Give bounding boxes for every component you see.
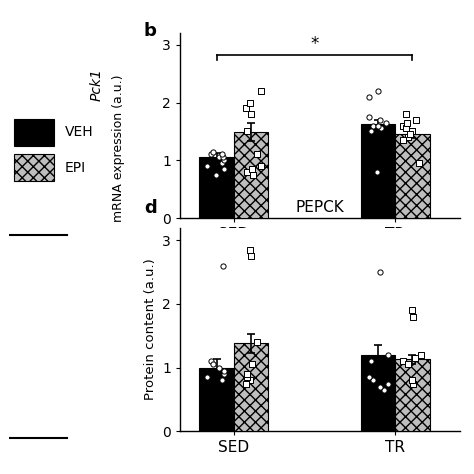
Point xyxy=(369,122,376,129)
Text: PEPCK: PEPCK xyxy=(296,201,344,215)
Point xyxy=(409,313,417,320)
Point xyxy=(409,380,417,387)
Point xyxy=(243,380,250,387)
Point xyxy=(209,148,217,155)
Point xyxy=(220,165,228,173)
Point xyxy=(212,171,220,179)
Text: *: * xyxy=(310,36,319,54)
Point xyxy=(409,307,416,314)
Point xyxy=(244,374,251,381)
Point xyxy=(218,159,226,167)
Bar xyxy=(200,368,234,431)
Point xyxy=(374,122,382,129)
Point xyxy=(365,113,373,121)
Text: mRNA expression (a.u.): mRNA expression (a.u.) xyxy=(112,74,125,221)
Point xyxy=(246,376,254,384)
Point xyxy=(246,246,254,254)
Point xyxy=(403,119,410,127)
Bar xyxy=(361,355,395,431)
Point xyxy=(400,357,407,365)
Point xyxy=(412,116,420,124)
Point xyxy=(377,125,384,132)
Point xyxy=(248,361,256,368)
Point xyxy=(406,130,414,138)
Point xyxy=(411,354,419,362)
Point xyxy=(247,252,255,260)
Point xyxy=(403,125,410,132)
Point xyxy=(399,136,407,144)
Point xyxy=(377,383,384,391)
Point xyxy=(219,262,227,270)
Point xyxy=(365,93,373,100)
Point xyxy=(244,128,251,135)
Point xyxy=(417,351,424,359)
Point xyxy=(408,376,416,384)
Point xyxy=(215,154,223,161)
Text: EPI: EPI xyxy=(64,161,86,175)
Point xyxy=(215,364,223,372)
Point xyxy=(243,168,251,176)
Point xyxy=(208,357,215,365)
Point xyxy=(383,119,390,127)
Point xyxy=(257,162,264,170)
Bar xyxy=(14,155,54,182)
Point xyxy=(399,122,407,129)
Point xyxy=(243,370,251,378)
Point xyxy=(384,380,392,387)
Point xyxy=(380,386,387,394)
Point xyxy=(404,361,411,368)
Point xyxy=(253,151,261,158)
Point xyxy=(404,133,411,141)
Point xyxy=(219,151,226,158)
Point xyxy=(253,338,261,346)
Bar xyxy=(200,157,234,218)
Point xyxy=(219,154,227,161)
Point xyxy=(220,370,228,378)
Point xyxy=(250,171,257,179)
Point xyxy=(248,165,256,173)
Bar xyxy=(395,359,429,431)
Point xyxy=(409,128,416,135)
Bar xyxy=(234,132,268,218)
Text: Pck1: Pck1 xyxy=(89,69,103,101)
Point xyxy=(374,168,381,176)
Text: d: d xyxy=(144,199,156,217)
Point xyxy=(208,151,215,158)
Point xyxy=(402,110,410,118)
Point xyxy=(243,104,250,112)
Text: b: b xyxy=(144,22,156,40)
Point xyxy=(209,361,217,368)
Point xyxy=(376,268,384,276)
Point xyxy=(376,116,384,124)
Point xyxy=(246,99,254,106)
Point xyxy=(203,374,211,381)
Point xyxy=(384,351,392,359)
Point xyxy=(415,159,423,167)
Point xyxy=(220,156,228,164)
Bar xyxy=(234,344,268,431)
Bar xyxy=(361,125,395,218)
Text: VEH: VEH xyxy=(64,125,93,139)
Bar xyxy=(14,118,54,146)
Point xyxy=(368,357,375,365)
Point xyxy=(369,376,376,384)
Point xyxy=(218,376,226,384)
Bar xyxy=(395,134,429,218)
Point xyxy=(220,367,228,374)
Point xyxy=(247,110,255,118)
Point xyxy=(257,87,264,95)
Point xyxy=(365,374,373,381)
Y-axis label: Protein content (a.u.): Protein content (a.u.) xyxy=(144,258,157,401)
Point xyxy=(374,87,382,95)
Point xyxy=(203,162,211,170)
Point xyxy=(368,128,375,135)
